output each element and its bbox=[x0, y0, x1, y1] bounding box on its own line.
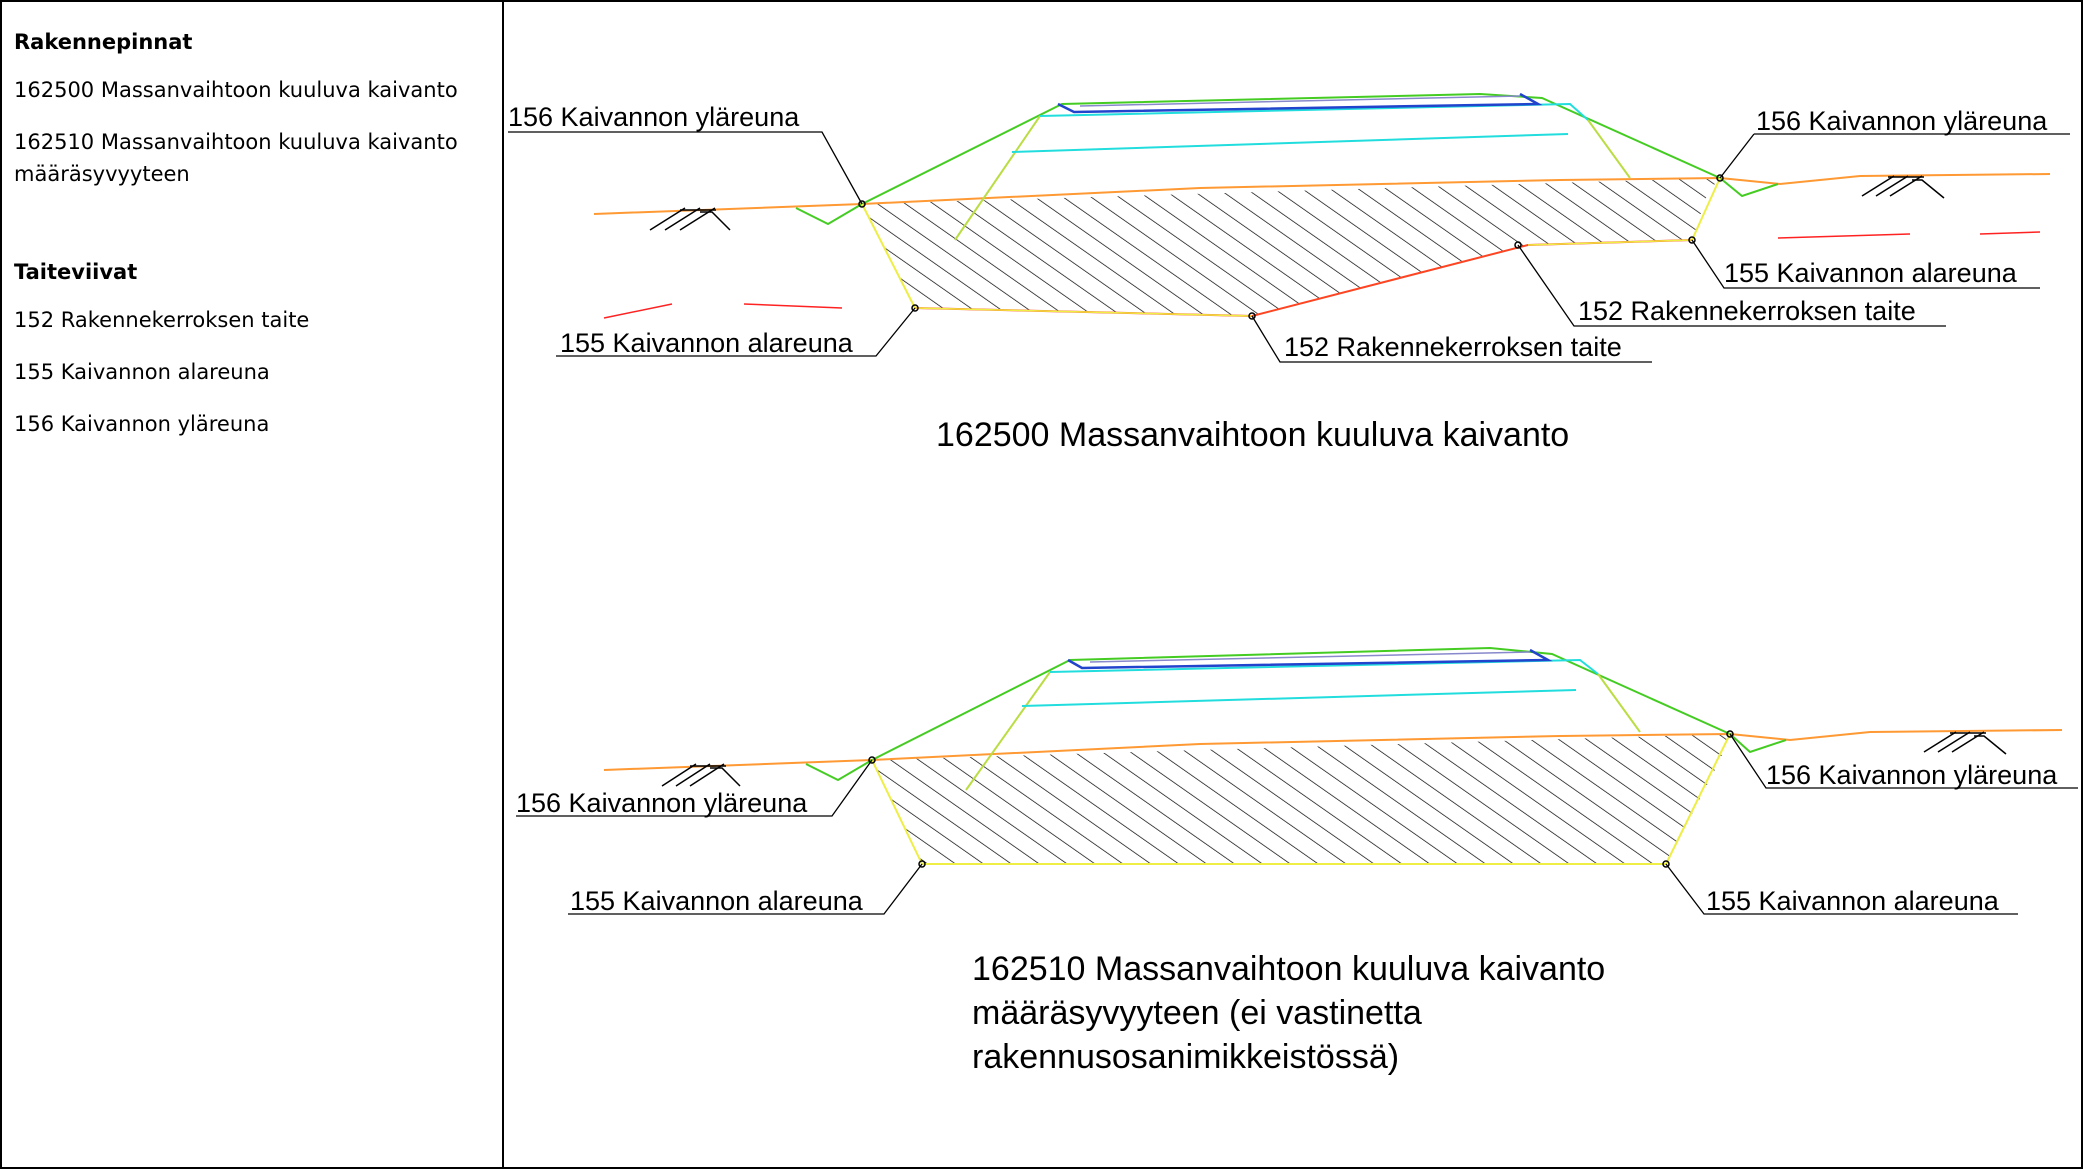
bottom-caption-line-2: määräsyvyyteen (ei vastinetta bbox=[972, 994, 1422, 1032]
bottom-label-155-left: 155 Kaivannon alareuna bbox=[570, 886, 864, 916]
bottom-excavation-right-edge bbox=[1665, 733, 1731, 865]
top-soil-symbol-left bbox=[649, 207, 731, 231]
legend-item-162510: 162510 Massanvaihtoon kuuluva kaivanto m… bbox=[14, 130, 458, 186]
top-break-left-1 bbox=[603, 303, 673, 319]
bottom-structure-layer-upper bbox=[1049, 658, 1599, 675]
top-structure-layer-upper bbox=[1039, 102, 1589, 121]
top-ditch-left bbox=[795, 203, 863, 226]
top-excavation-hatch bbox=[862, 178, 1720, 316]
bottom-label-156-left: 156 Kaivannon yläreuna bbox=[516, 788, 808, 818]
bottom-ditch-right bbox=[1729, 733, 1787, 754]
top-label-156-right: 156 Kaivannon yläreuna bbox=[1756, 106, 2048, 136]
legend-item-155: 155 Kaivannon alareuna bbox=[14, 360, 270, 384]
top-label-155-right: 155 Kaivannon alareuna bbox=[1724, 258, 2018, 288]
bottom-soil-symbol-left bbox=[661, 763, 741, 787]
cross-section-drawing: 156 Kaivannon yläreuna 156 Kaivannon ylä… bbox=[508, 92, 2078, 1076]
top-ground-line bbox=[593, 173, 2051, 215]
top-ditch-right bbox=[1719, 177, 1779, 198]
legend-structure-heading: Rakennepinnat bbox=[14, 30, 193, 54]
bottom-embankment-outline bbox=[871, 646, 1731, 761]
legend-panel: Rakennepinnat 162500 Massanvaihtoon kuul… bbox=[0, 0, 504, 1169]
top-structure-layer bbox=[1011, 133, 1569, 153]
bottom-label-156-right: 156 Kaivannon yläreuna bbox=[1766, 760, 2058, 790]
bottom-label-155-right: 155 Kaivannon alareuna bbox=[1706, 886, 2000, 916]
bottom-excavation-hatch bbox=[872, 734, 1730, 864]
bottom-pavement-surface bbox=[1089, 651, 1531, 663]
top-break-right-1 bbox=[1777, 233, 1911, 239]
legend-breakline-heading: Taiteviivat bbox=[14, 260, 138, 284]
top-soil-symbol-right bbox=[1861, 175, 1945, 199]
bottom-caption-line-3: rakennusosanimikkeistössä) bbox=[972, 1038, 1399, 1076]
top-cross-section: 156 Kaivannon yläreuna 156 Kaivannon ylä… bbox=[508, 92, 2070, 454]
top-pavement-surface bbox=[1079, 95, 1521, 107]
top-excavation-bottom-yellow bbox=[914, 307, 1253, 317]
bottom-structure-layer bbox=[1021, 689, 1577, 707]
bottom-cross-section: 156 Kaivannon yläreuna 156 Kaivannon ylä… bbox=[516, 646, 2078, 1076]
legend-item-152: 152 Rakennekerroksen taite bbox=[14, 308, 310, 332]
top-embankment-outline bbox=[861, 92, 1721, 205]
bottom-ground-line bbox=[603, 729, 2063, 771]
top-pavement bbox=[1057, 92, 1543, 114]
top-label-155-left: 155 Kaivannon alareuna bbox=[560, 328, 854, 358]
top-caption: 162500 Massanvaihtoon kuuluva kaivanto bbox=[936, 416, 1569, 454]
top-break-left-2 bbox=[743, 303, 843, 309]
bottom-inner-slope-right bbox=[1597, 673, 1641, 733]
bottom-caption-line-1: 162510 Massanvaihtoon kuuluva kaivanto bbox=[972, 950, 1605, 988]
top-inner-slope-right bbox=[1587, 119, 1631, 179]
legend-item-156: 156 Kaivannon yläreuna bbox=[14, 412, 270, 436]
top-excavation-bottom-right-yellow bbox=[1527, 239, 1693, 246]
top-inner-slope-left bbox=[954, 115, 1041, 241]
bottom-inner-slope-left bbox=[965, 671, 1051, 791]
top-excavation-left-edge bbox=[861, 203, 916, 309]
top-break-right-2 bbox=[1979, 231, 2041, 235]
bottom-soil-symbol-right bbox=[1923, 731, 2007, 755]
bottom-excavation-left-edge bbox=[871, 759, 923, 865]
top-label-152-mid: 152 Rakennekerroksen taite bbox=[1284, 332, 1622, 362]
top-excavation-right-edge bbox=[1691, 177, 1721, 241]
top-label-156-left: 156 Kaivannon yläreuna bbox=[508, 102, 800, 132]
bottom-pavement bbox=[1067, 648, 1553, 670]
legend-item-162500: 162500 Massanvaihtoon kuuluva kaivanto bbox=[14, 78, 458, 102]
top-label-152-right: 152 Rakennekerroksen taite bbox=[1578, 296, 1916, 326]
bottom-ditch-left bbox=[805, 759, 873, 782]
